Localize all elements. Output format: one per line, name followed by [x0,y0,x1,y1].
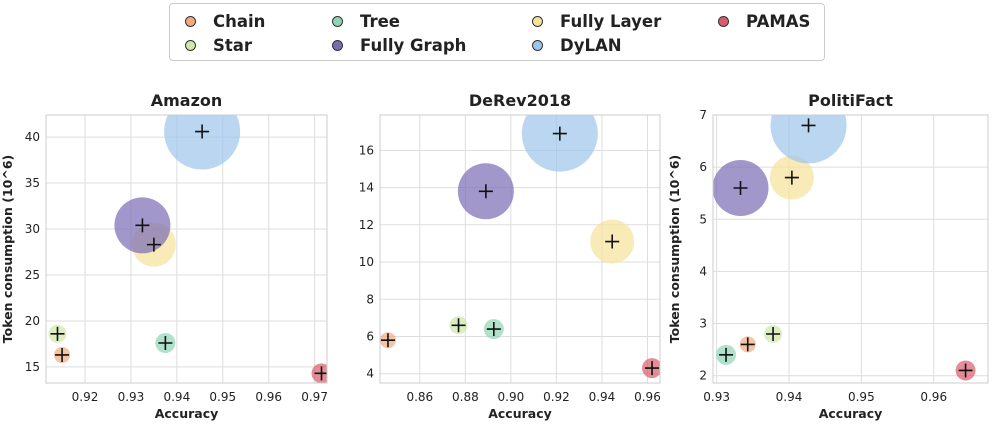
y-tick-label: 5 [699,212,707,226]
legend-label: Chain [213,12,266,31]
x-tick-label: 0.95 [848,390,875,404]
x-tick-label: 0.95 [209,390,236,404]
legend-item-fully-layer: Fully Layer [532,12,661,31]
x-axis-label: Accuracy [155,406,219,421]
legend-label: Fully Graph [360,36,467,55]
y-tick-label: 14 [359,181,374,195]
marker-star [451,318,466,333]
marker-fully-graph [733,180,748,195]
x-tick-label: 0.96 [634,390,661,404]
legend-label: Tree [360,12,400,31]
y-tick-label: 15 [25,360,40,374]
marker-pamas [645,361,660,376]
marker-fully-layer [784,170,799,185]
legend: Chain Star Tree Fully Graph Fully Layer DyLAN… [169,3,825,61]
legend-label: PAMAS [746,12,811,31]
legend-item-pamas: PAMAS [718,12,810,31]
legend-marker [185,16,196,27]
chart-title: PolitiFact [808,91,893,110]
x-tick-label: 0.96 [255,390,282,404]
x-tick-label: 0.90 [498,390,525,404]
legend-item-chain: Chain [185,12,265,31]
y-tick-label: 3 [699,317,707,331]
legend-item-fully-graph: Fully Graph [332,36,466,55]
y-tick-label: 6 [699,160,707,174]
marker-chain [55,347,70,362]
marker-dylan [801,118,816,133]
bubbles [380,115,660,379]
y-tick-label: 6 [366,329,374,343]
x-tick-label: 0.92 [543,390,570,404]
y-tick-label: 30 [25,222,40,236]
legend-item-star: Star [185,36,252,55]
y-tick-label: 16 [359,143,374,157]
marker-fully-layer [605,234,620,249]
y-axis-label: Token consumption (10^6) [667,155,682,343]
x-tick-label: 0.97 [301,390,328,404]
marker-fully-graph [135,218,150,233]
y-tick-label: 7 [699,108,707,122]
plot-frame [712,114,989,384]
legend-marker [532,16,543,27]
legend-marker [185,40,196,51]
x-tick-label: 0.93 [703,390,730,404]
chart-amazon: 0.92 0.93 0.94 0.95 0.96 0.97 15 20 25 30 35 40 Amaz… [0,91,328,421]
x-tick-label: 0.92 [72,390,99,404]
marker-chain [380,333,395,348]
x-tick-label: 0.96 [920,390,947,404]
legend-marker [532,40,543,51]
legend-marker [718,16,729,27]
marker-chain [740,337,755,352]
bubbles [48,115,327,383]
marker-tree [719,347,734,362]
legend-item-tree: Tree [332,12,400,31]
legend-label: Fully Layer [560,12,662,31]
y-tick-label: 4 [366,367,374,381]
chart-politifact: 0.93 0.94 0.95 0.96 2 3 4 5 6 7 PolitiFact Accuracy… [667,91,989,421]
x-axis-label: Accuracy [488,406,552,421]
legend-label: DyLAN [560,36,622,55]
y-tick-label: 25 [25,268,40,282]
x-tick-label: 0.88 [452,390,479,404]
legend-label: Star [213,36,253,55]
point-dylan [521,115,598,172]
plot-frame [45,114,328,384]
y-tick-label: 35 [25,176,40,190]
marker-star [50,326,65,341]
y-tick-label: 40 [25,130,40,144]
x-tick-label: 0.94 [776,390,803,404]
point-dylan [770,115,847,164]
marker-dylan [552,126,567,141]
y-tick-label: 4 [699,264,707,278]
y-tick-label: 10 [359,255,374,269]
x-axis-label: Accuracy [819,406,883,421]
marker-tree [158,336,173,351]
x-tick-label: 0.94 [163,390,190,404]
y-tick-label: 20 [25,314,40,328]
marker-pamas [958,363,973,378]
chart-title: Amazon [151,91,223,110]
y-tick-label: 8 [366,292,374,306]
marker-star [766,326,781,341]
point-dylan [164,115,241,170]
marker-fully-graph [478,184,493,199]
chart-title: DeRev2018 [469,91,571,110]
x-tick-label: 0.93 [118,390,145,404]
chart-derev2018: 0.86 0.88 0.90 0.92 0.94 0.96 4 6 8 10 12 14 16 DeRev… [359,91,661,421]
legend-item-dylan: DyLAN [532,36,622,55]
legend-marker [332,16,343,27]
x-tick-label: 0.94 [589,390,616,404]
marker-pamas [314,366,327,381]
marker-fully-layer [146,237,161,252]
y-tick-label: 2 [699,369,707,383]
x-tick-label: 0.86 [406,390,433,404]
marker-dylan [195,124,210,139]
y-axis-label: Token consumption (10^6) [0,155,15,343]
bubbles [713,115,976,381]
plot-frame [379,114,661,384]
marker-tree [486,322,501,337]
legend-marker [332,40,343,51]
y-tick-label: 12 [359,218,374,232]
